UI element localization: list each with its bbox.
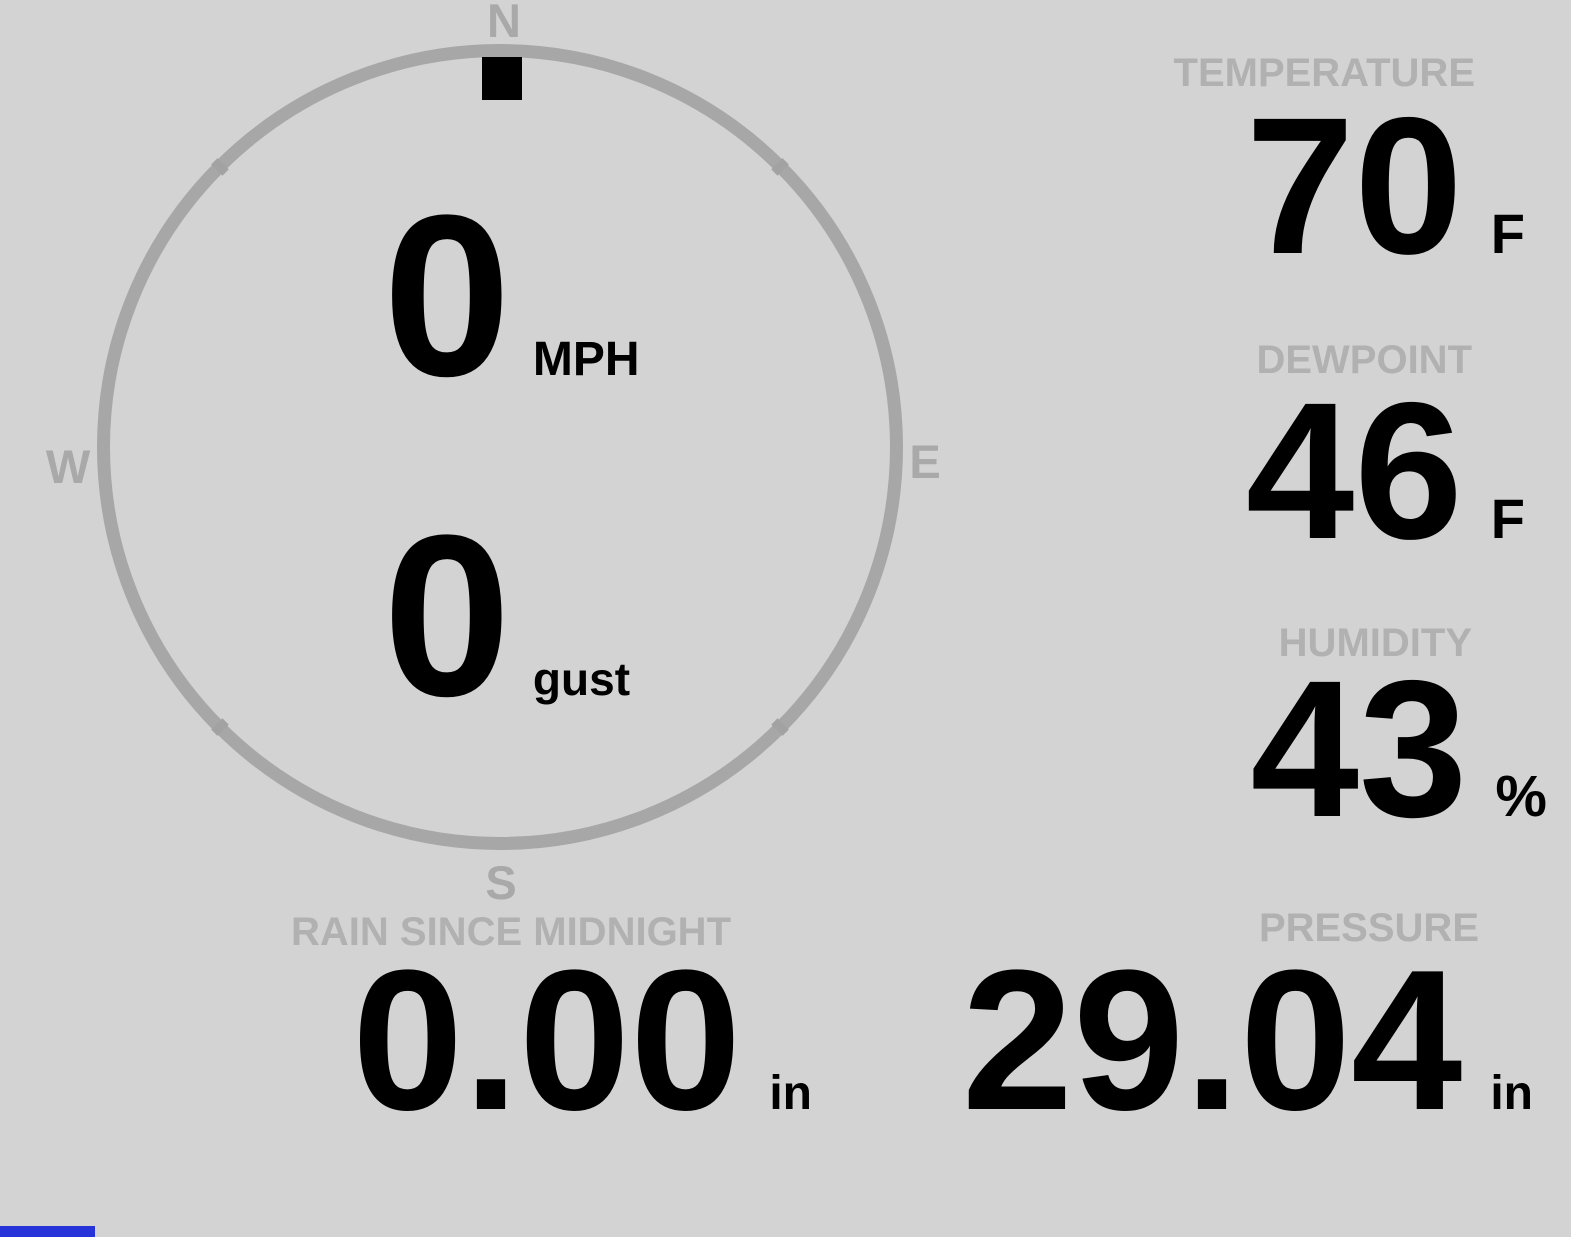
compass-label-west: W	[45, 440, 91, 493]
temperature-unit: F	[1490, 202, 1525, 265]
humidity-value: 43	[1250, 640, 1468, 858]
rain-label: RAIN SINCE MIDNIGHT	[291, 910, 731, 954]
rain-value: 0.00	[352, 929, 742, 1152]
temperature-label: TEMPERATURE	[1173, 51, 1475, 95]
humidity-unit: %	[1495, 764, 1547, 829]
dewpoint-label: DEWPOINT	[1256, 338, 1472, 382]
dewpoint-value: 46	[1245, 362, 1463, 580]
compass-tick-se	[771, 718, 789, 736]
pressure-label: PRESSURE	[1258, 906, 1479, 950]
compass-tick-ne	[771, 158, 789, 176]
wind-speed: 0 MPH	[383, 181, 640, 411]
dewpoint-reading: 46 F	[1246, 374, 1525, 569]
temperature-reading: 70 F	[1246, 89, 1525, 284]
humidity-reading: 43 %	[1251, 652, 1547, 847]
compass-ring-circle	[97, 44, 903, 850]
humidity-label: HUMIDITY	[1278, 621, 1472, 665]
wind-speed-unit: MPH	[532, 333, 640, 386]
rain-unit: in	[769, 1067, 812, 1120]
compass-label-north: N	[487, 0, 521, 47]
compass-label-east: E	[909, 435, 941, 488]
temperature-value: 70	[1245, 77, 1463, 295]
wind-speed-value: 0	[383, 167, 511, 424]
wind-direction-marker-icon	[482, 57, 522, 100]
compass-tick-nw	[211, 158, 229, 176]
pressure-reading: 29.04 in	[962, 941, 1533, 1141]
wind-gust: 0 gust	[383, 501, 630, 731]
wind-gust-unit: gust	[532, 653, 631, 705]
rain-reading: 0.00 in	[352, 941, 812, 1141]
pressure-value: 29.04	[961, 929, 1463, 1152]
compass-label-south: S	[485, 856, 517, 909]
compass-tick-sw	[211, 718, 229, 736]
progress-bar	[0, 1226, 95, 1237]
dewpoint-unit: F	[1490, 487, 1525, 550]
compass-ring	[97, 44, 903, 850]
wind-gust-value: 0	[383, 487, 511, 744]
wind-compass: N E S W 0 MPH 0 gust	[0, 0, 1000, 906]
pressure-unit: in	[1490, 1067, 1533, 1120]
